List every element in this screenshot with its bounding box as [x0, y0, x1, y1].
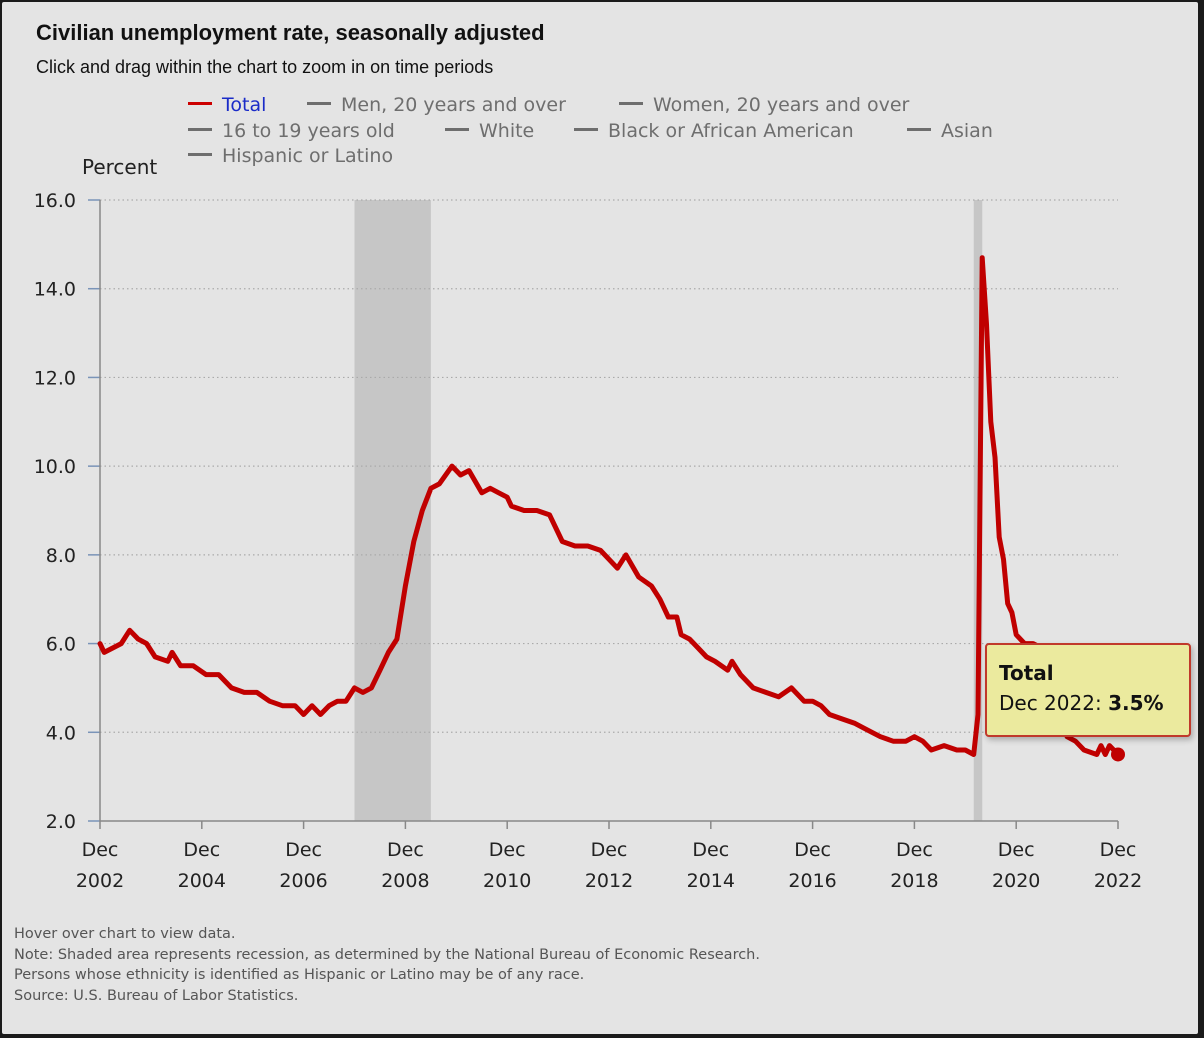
x-tick-year: 2010 — [483, 870, 531, 892]
y-axis-label: Percent — [82, 155, 158, 179]
x-tick-year: 2014 — [687, 870, 735, 892]
x-tick-month: Dec — [692, 839, 729, 861]
legend-swatch — [188, 128, 212, 131]
legend-item[interactable]: 16 to 19 years old — [188, 120, 395, 142]
tooltip-value: 3.5% — [1108, 691, 1164, 715]
highlight-point — [1111, 747, 1125, 762]
x-tick-year: 2004 — [178, 870, 226, 892]
x-tick-month: Dec — [896, 839, 933, 861]
x-tick-month: Dec — [794, 839, 831, 861]
data-tooltip: Total Dec 2022: 3.5% — [985, 643, 1191, 737]
x-tick-year: 2002 — [76, 870, 124, 892]
legend-label: Total — [222, 94, 267, 116]
footnote-line: Source: U.S. Bureau of Labor Statistics. — [14, 987, 299, 1004]
legend-label: White — [479, 120, 535, 142]
legend-label: Men, 20 years and over — [341, 94, 566, 116]
x-tick-year: 2018 — [890, 870, 938, 892]
legend-item[interactable]: Men, 20 years and over — [307, 94, 566, 116]
y-tick-label: 6.0 — [46, 634, 76, 656]
legend-item[interactable]: Black or African American — [574, 120, 854, 142]
y-tick-label: 2.0 — [46, 811, 76, 833]
y-tick-label: 16.0 — [34, 190, 76, 212]
tooltip-line: Dec 2022: 3.5% — [999, 691, 1164, 715]
legend-item[interactable]: Hispanic or Latino — [188, 145, 393, 167]
x-tick-month: Dec — [285, 839, 322, 861]
legend-item[interactable]: White — [445, 120, 534, 142]
x-tick-year: 2006 — [279, 870, 327, 892]
legend-label: 16 to 19 years old — [222, 120, 395, 142]
legend-swatch — [188, 153, 212, 156]
recession-band — [354, 200, 431, 821]
x-tick-month: Dec — [387, 839, 424, 861]
x-tick-month: Dec — [82, 839, 119, 861]
legend-item[interactable]: Women, 20 years and over — [619, 94, 909, 116]
legend-swatch — [574, 128, 598, 131]
chart-subtitle: Click and drag within the chart to zoom … — [36, 57, 494, 77]
footnote-line: Hover over chart to view data. — [14, 926, 236, 942]
footnotes: Hover over chart to view data. Note: Shad… — [14, 924, 760, 1006]
y-tick-label: 4.0 — [46, 722, 76, 744]
x-tick-month: Dec — [489, 839, 526, 861]
series-line-total — [97, 255, 1121, 757]
y-tick-label: 8.0 — [46, 545, 76, 567]
x-tick-month: Dec — [183, 839, 220, 861]
legend-label: Black or African American — [608, 120, 854, 142]
x-tick-year: 2020 — [992, 870, 1040, 892]
legend-swatch — [188, 102, 212, 105]
y-tick-label: 12.0 — [34, 367, 76, 389]
legend-item[interactable]: Asian — [907, 120, 993, 142]
legend-swatch — [307, 102, 331, 105]
tooltip-title: Total — [999, 661, 1054, 685]
footnote-line: Note: Shaded area represents recession, … — [14, 946, 760, 963]
tooltip-date: Dec 2022: — [999, 691, 1109, 715]
x-tick-month: Dec — [591, 839, 628, 861]
legend-swatch — [445, 128, 469, 131]
legend-label: Asian — [941, 120, 993, 142]
y-tick-label: 10.0 — [34, 456, 76, 478]
x-tick-year: 2016 — [788, 870, 836, 892]
legend-item[interactable]: Total — [188, 94, 266, 116]
x-tick-year: 2012 — [585, 870, 633, 892]
chart-title: Civilian unemployment rate, seasonally a… — [36, 20, 545, 45]
legend-swatch — [619, 102, 643, 105]
legend-swatch — [907, 128, 931, 131]
x-tick-month: Dec — [1100, 839, 1137, 861]
x-tick-year: 2008 — [381, 870, 429, 892]
legend-label: Women, 20 years and over — [653, 94, 910, 116]
legend-label: Hispanic or Latino — [222, 145, 394, 167]
footnote-line: Persons whose ethnicity is identified as… — [14, 967, 585, 983]
x-tick-year: 2022 — [1094, 870, 1142, 892]
y-tick-label: 14.0 — [34, 279, 76, 301]
x-tick-month: Dec — [998, 839, 1035, 861]
